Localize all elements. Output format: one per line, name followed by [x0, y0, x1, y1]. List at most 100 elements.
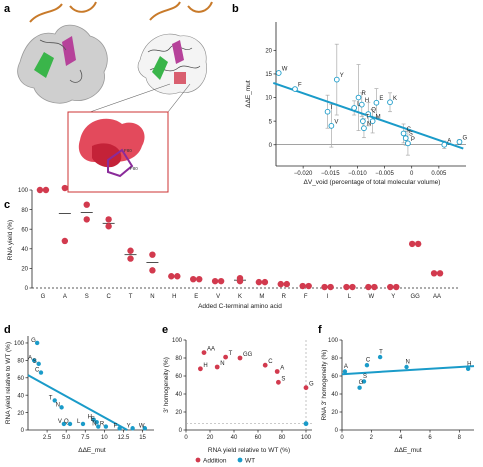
data-point — [61, 421, 67, 427]
replicate-point — [414, 240, 422, 248]
y-tick-label: 40 — [21, 247, 28, 253]
y-tick-label: 80 — [331, 356, 338, 362]
x-tick-label: −0.010 — [348, 171, 367, 177]
y-tick-label: 0 — [335, 428, 339, 434]
point-label: G — [309, 382, 314, 388]
point-label: V — [334, 119, 338, 125]
category-label: L — [348, 294, 352, 300]
replicate-point — [105, 216, 112, 223]
replicate-point — [365, 283, 372, 291]
panel-letter-d: d — [4, 324, 11, 336]
replicate-point — [371, 283, 378, 291]
legend-label-wt: WT — [245, 458, 255, 465]
point-label: W — [282, 66, 288, 72]
legend-swatch-wt — [237, 457, 243, 463]
y-axis-title: 3′ homogeneity (%) — [163, 357, 170, 413]
point-label: T — [379, 350, 383, 356]
addition-point — [198, 366, 203, 372]
point-label: C — [407, 127, 412, 133]
legend-label-addition: Addition — [203, 458, 227, 465]
point-label: Q — [371, 108, 376, 114]
replicate-point — [174, 273, 181, 280]
data-point — [377, 354, 383, 360]
x-axis-title: ΔΔE_mut — [78, 447, 106, 454]
point-label: P — [411, 137, 415, 143]
point-label: G — [359, 380, 364, 386]
y-tick-label: 60 — [175, 374, 182, 380]
x-tick-label: 0 — [184, 435, 188, 441]
y-tick-label: 60 — [21, 227, 28, 233]
x-tick-label: 0.005 — [431, 171, 447, 177]
data-point — [373, 99, 380, 106]
x-tick-label: −0.020 — [294, 171, 313, 177]
point-label: V — [58, 419, 62, 425]
replicate-point — [190, 275, 197, 283]
x-axis-title: Added C-terminal amino acid — [198, 303, 282, 310]
replicate-point — [127, 255, 134, 262]
y-tick-label: 40 — [331, 392, 338, 398]
point-label: H — [467, 361, 471, 367]
wt-point — [303, 421, 309, 427]
data-point — [342, 369, 348, 374]
point-label: S — [409, 132, 413, 138]
y-tick-label: 80 — [175, 356, 182, 362]
point-label: N — [406, 360, 410, 366]
replicate-point — [149, 251, 156, 258]
replicate-point — [436, 270, 444, 277]
y-tick-label: 100 — [172, 338, 183, 344]
addition-point — [201, 350, 207, 355]
point-label: Y — [127, 423, 131, 429]
replicate-point — [42, 186, 50, 194]
point-label: N — [92, 422, 96, 428]
replicate-point — [211, 277, 219, 285]
x-tick-label: 100 — [301, 435, 312, 441]
x-tick-label: 20 — [207, 435, 214, 441]
category-label: M — [259, 294, 264, 300]
y-tick-label: 80 — [21, 208, 28, 214]
x-tick-label: 0 — [340, 435, 344, 441]
x-tick-label: 80 — [279, 435, 286, 441]
point-label: E — [91, 417, 95, 423]
addition-point — [214, 364, 220, 370]
data-point — [36, 361, 41, 367]
addition-point — [274, 369, 280, 374]
point-label: G — [462, 135, 467, 141]
point-label: F — [114, 423, 118, 429]
x-tick-label: 15 — [139, 435, 146, 441]
point-label: S — [281, 376, 285, 382]
addition-point — [237, 355, 243, 361]
data-point — [130, 426, 135, 431]
category-label: G — [41, 294, 46, 300]
data-point — [360, 118, 366, 124]
data-point — [59, 405, 64, 410]
data-point — [441, 141, 448, 148]
y-tick-label: 60 — [331, 374, 338, 380]
structure-illustration: F80 F80 — [17, 1, 213, 193]
x-tick-label: 2.5 — [43, 435, 52, 441]
y-tick-label: 100 — [14, 341, 25, 347]
replicate-point — [217, 277, 225, 285]
point-label: N — [367, 122, 371, 128]
x-tick-label: −0.005 — [375, 171, 394, 177]
panel-letter-f: f — [318, 324, 322, 336]
replicate-point — [61, 237, 69, 245]
replicate-point — [127, 247, 134, 254]
replicate-point — [83, 216, 90, 223]
replicate-point — [236, 277, 244, 285]
y-tick-label: 20 — [265, 49, 272, 55]
panel-letter-b: b — [232, 3, 239, 15]
replicate-point — [343, 283, 350, 291]
replicate-point — [305, 282, 312, 290]
replicate-point — [83, 201, 90, 208]
data-point — [324, 108, 331, 115]
point-label: C — [35, 368, 40, 374]
point-label: H — [203, 363, 207, 369]
point-label: N — [56, 402, 60, 408]
y-tick-label: 0 — [269, 143, 273, 149]
point-label: H — [365, 98, 369, 104]
x-tick-label: 12.5 — [118, 435, 130, 441]
point-label: T — [49, 395, 53, 401]
data-point — [364, 363, 370, 368]
panel-letter-c: c — [4, 199, 10, 211]
